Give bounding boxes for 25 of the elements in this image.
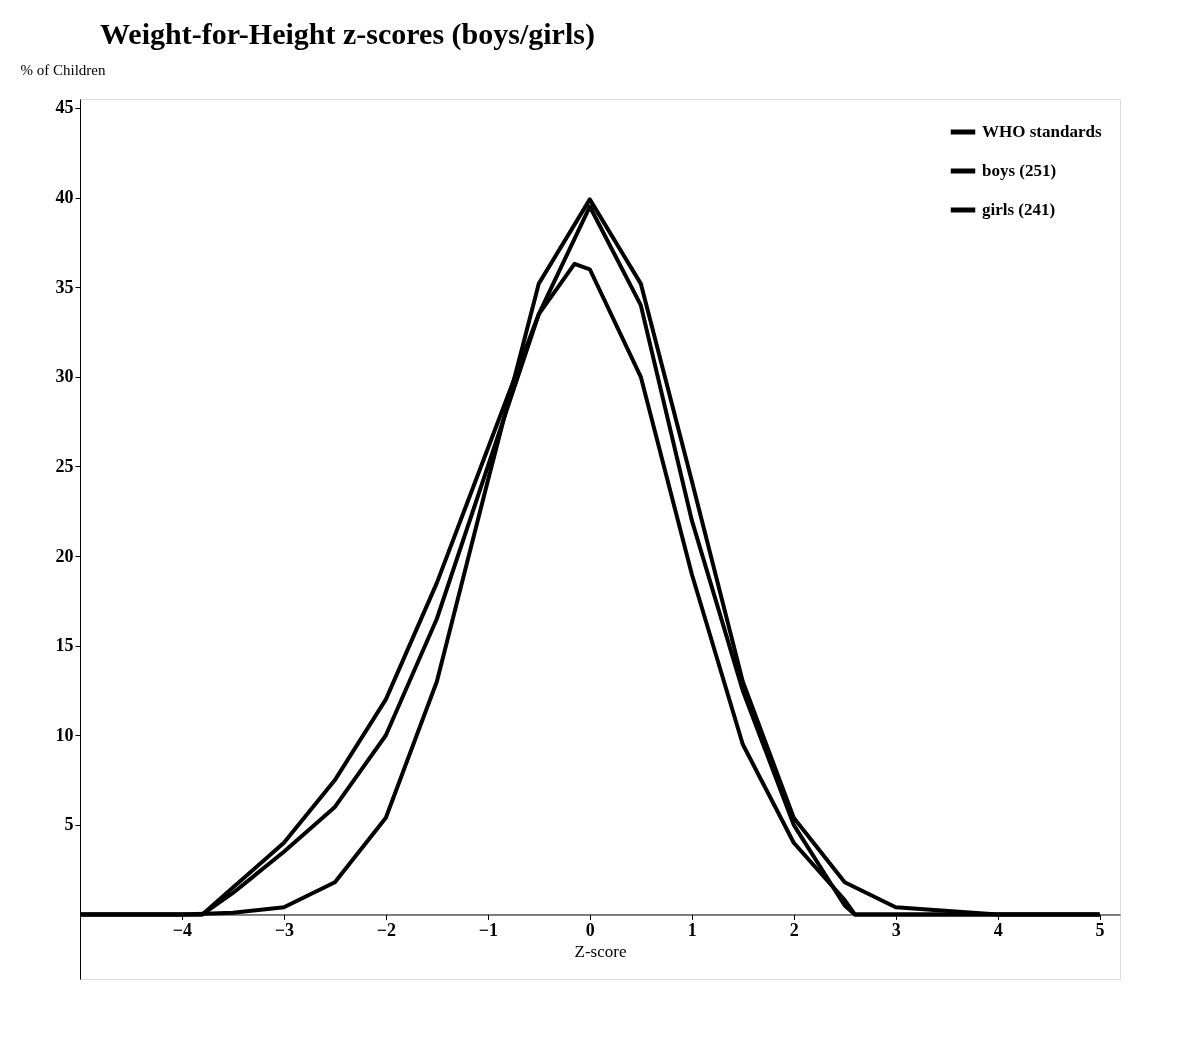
x-tick-label: −2	[376, 919, 397, 940]
x-tick-label: −3	[274, 919, 295, 940]
y-tick-label: 25	[55, 455, 74, 476]
y-tick-label: 15	[55, 635, 74, 656]
x-tick-label: 4	[993, 919, 1003, 940]
y-tick-label: 10	[55, 724, 74, 745]
y-tick-label: 20	[55, 545, 74, 566]
x-tick-label: 5	[1095, 919, 1105, 940]
y-tick-label: 40	[55, 187, 74, 208]
legend-label: boys (251)	[982, 161, 1057, 180]
legend-label: WHO standards	[982, 122, 1102, 141]
y-tick-label: 5	[64, 814, 74, 835]
y-axis-title: % of Children	[20, 61, 106, 78]
x-tick-label: −4	[172, 919, 193, 940]
x-tick-label: 2	[789, 919, 799, 940]
x-tick-label: 0	[585, 919, 595, 940]
x-tick-label: 1	[687, 919, 697, 940]
x-tick-label: 3	[891, 919, 901, 940]
legend-label: girls (241)	[982, 200, 1056, 219]
x-tick-label: −1	[478, 919, 498, 940]
x-axis-title: Z-score	[574, 941, 627, 961]
chart-title: Weight-for-Height z-scores (boys/girls)	[100, 17, 595, 51]
y-tick-label: 30	[55, 366, 74, 387]
y-tick-label: 35	[55, 276, 74, 297]
y-tick-label: 45	[55, 97, 74, 118]
